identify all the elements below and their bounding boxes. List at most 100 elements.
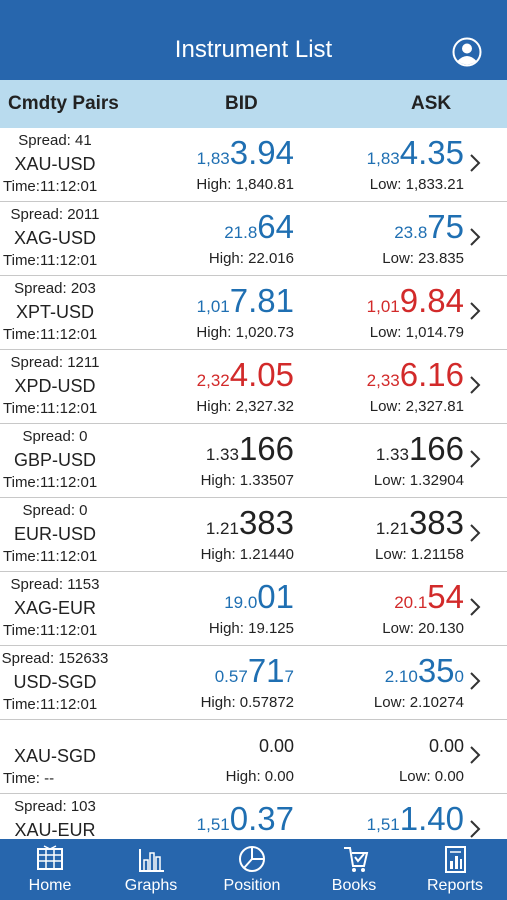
time-label: Time:11:12:01 — [3, 400, 98, 417]
bid-price-main: 383 — [238, 504, 294, 541]
time-label: Time:11:12:01 — [3, 474, 98, 491]
ask-price-prefix: 1,01 — [366, 297, 400, 316]
bid-price-prefix: 21.8 — [224, 223, 258, 242]
bid-price-main: 3.94 — [229, 134, 294, 171]
symbol-label: USD-SGD — [13, 672, 97, 692]
symbol-label: XAU-USD — [14, 154, 96, 174]
bid-price-main: 7.81 — [229, 282, 294, 319]
column-ask: ASK — [411, 93, 452, 114]
spread-label: Spread: 2011 — [10, 206, 100, 223]
ask-price-main: 6.16 — [399, 356, 464, 393]
instrument-row[interactable]: XAU-SGD Time: -- 0.00 0.00 High: 0.00 Low: 0.… — [0, 720, 507, 794]
instrument-row[interactable]: Spread: 1211 XPD-USD Time:11:12:01 2,324.05… — [0, 350, 507, 424]
instrument-row[interactable]: Spread: 203 XPT-USD Time:11:12:01 1,017.81 1… — [0, 276, 507, 350]
high-label: High: 22.016 — [208, 250, 294, 267]
spread-label: Spread: 1211 — [10, 354, 100, 371]
ask-price-prefix: 1,51 — [366, 815, 400, 834]
chevron-right-icon — [470, 450, 481, 468]
symbol-label: XAG-USD — [13, 228, 96, 248]
high-label: High: 19.125 — [208, 620, 294, 637]
ask-price: 2,336.16 — [367, 356, 464, 394]
pie-chart-icon — [239, 846, 265, 872]
low-label: Low: 1.32904 — [373, 472, 464, 489]
instrument-row[interactable]: Spread: 0 GBP-USD Time:11:12:01 1.33166 1.33… — [0, 424, 507, 498]
tab-label: Graphs — [124, 877, 178, 894]
instrument-row[interactable]: Spread: 103XAU-EUR1,510.371,511.40High: … — [0, 794, 507, 839]
bottom-tab-bar: Home Graphs Position Books Reports — [0, 839, 507, 900]
instrument-row[interactable]: Spread: 41 XAU-USD Time:11:12:01 1,833.94 1,… — [0, 128, 507, 202]
bid-price-prefix: 19.0 — [224, 593, 258, 612]
bid-price-main: 166 — [238, 430, 294, 467]
bid-price: 19.001 — [224, 578, 294, 616]
low-label: Low: 20.130 — [382, 620, 464, 637]
spread-label: Spread: 152633 — [1, 650, 109, 667]
instrument-row[interactable]: Spread: 152633 USD-SGD Time:11:12:01 0.5771… — [0, 646, 507, 720]
ask-price-prefix: 23.8 — [394, 223, 428, 242]
symbol-label: XPT-USD — [15, 302, 94, 322]
high-label: High: 0.57872 — [200, 694, 294, 711]
bid-price-prefix: 1.33 — [205, 445, 239, 464]
tab-label: Position — [223, 877, 281, 894]
low-label: Low: 0.00 — [398, 768, 464, 785]
bid-price-prefix: 1.21 — [205, 519, 239, 538]
high-label: High: 1.33507 — [200, 472, 294, 489]
instrument-row[interactable]: Spread: 2011 XAG-USD Time:11:12:01 21.864 23… — [0, 202, 507, 276]
chevron-right-icon — [470, 820, 481, 838]
user-icon[interactable] — [452, 37, 482, 67]
chevron-right-icon — [470, 598, 481, 616]
ask-price: 0.00 — [428, 736, 464, 756]
tab-books[interactable]: Books — [304, 839, 404, 900]
tab-home[interactable]: Home — [0, 839, 100, 900]
bid-price: 1.33166 — [206, 430, 294, 468]
tab-label: Books — [331, 877, 377, 894]
low-label: Low: 1,014.79 — [369, 324, 464, 341]
ask-price-main: 4.35 — [399, 134, 464, 171]
ask-price: 1.33166 — [376, 430, 464, 468]
tab-label: Reports — [426, 877, 484, 894]
time-label: Time: -- — [3, 770, 55, 787]
symbol-label: EUR-USD — [13, 524, 96, 544]
tab-reports[interactable]: Reports — [405, 839, 505, 900]
report-icon — [445, 846, 466, 873]
instrument-list[interactable]: Spread: 41 XAU-USD Time:11:12:01 1,833.94 1,… — [0, 128, 507, 839]
ask-price: 2.10350 — [385, 652, 464, 690]
instrument-row[interactable]: Spread: 0 EUR-USD Time:11:12:01 1.21383 1.21… — [0, 498, 507, 572]
bid-price-main: 64 — [257, 208, 294, 245]
chevron-right-icon — [470, 302, 481, 320]
ask-price-prefix: 20.1 — [394, 593, 428, 612]
bid-price: 0.00 — [258, 736, 294, 756]
spread-label: Spread: 0 — [22, 502, 88, 519]
low-label: Low: 1,833.21 — [369, 176, 464, 193]
ask-price-prefix: 1,83 — [366, 149, 400, 168]
tab-position[interactable]: Position — [202, 839, 302, 900]
tab-graphs[interactable]: Graphs — [101, 839, 201, 900]
spread-label: Spread: 203 — [14, 280, 96, 297]
high-label: High: 1,020.73 — [196, 324, 294, 341]
bid-price-main: 0.37 — [229, 800, 294, 837]
ask-price-prefix: 1.21 — [375, 519, 409, 538]
instrument-row[interactable]: Spread: 1153 XAG-EUR Time:11:12:01 19.001 20… — [0, 572, 507, 646]
bid-price-prefix: 1,01 — [196, 297, 230, 316]
ask-price: 1,834.35 — [367, 134, 464, 172]
title-bar: Instrument List — [0, 0, 507, 80]
ask-price: 1,511.40 — [367, 800, 464, 838]
bid-price: 1,017.81 — [197, 282, 294, 320]
chevron-right-icon — [470, 746, 481, 764]
symbol-label: GBP-USD — [13, 450, 96, 470]
symbol-label: XAG-EUR — [13, 598, 96, 618]
spread-label: Spread: 1153 — [10, 576, 100, 593]
time-label: Time:11:12:01 — [3, 178, 98, 195]
bid-price: 21.864 — [224, 208, 294, 246]
low-label: Low: 1.21158 — [375, 546, 464, 563]
low-label: Low: 2,327.81 — [369, 398, 464, 415]
symbol-label: XAU-SGD — [13, 746, 96, 766]
time-label: Time:11:12:01 — [3, 548, 98, 565]
page-title: Instrument List — [174, 36, 333, 63]
bid-price: 1,833.94 — [197, 134, 294, 172]
column-bid: BID — [225, 93, 258, 114]
ask-price-main: 75 — [427, 208, 464, 245]
high-label: High: 1,840.81 — [196, 176, 294, 193]
column-header: Cmdty Pairs BID ASK — [0, 80, 507, 128]
ask-price-main: 1.40 — [399, 800, 464, 837]
time-label: Time:11:12:01 — [3, 252, 98, 269]
